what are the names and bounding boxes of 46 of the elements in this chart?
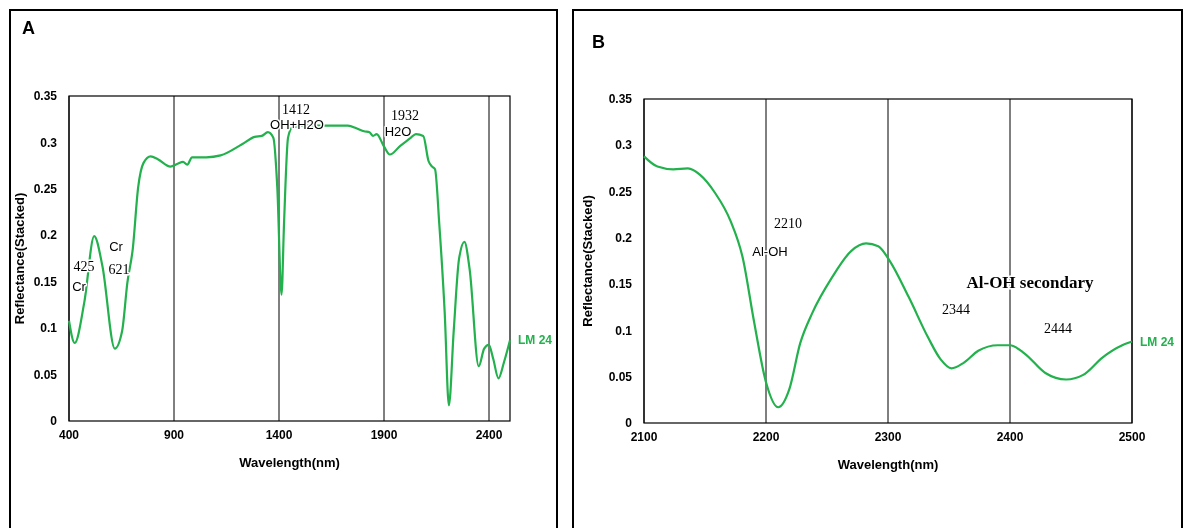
- annotation: 2344: [942, 301, 970, 317]
- y-tick-label: 0: [50, 414, 58, 429]
- line-series: [642, 155, 1134, 409]
- x-tick-label: 1400: [265, 428, 293, 442]
- annotation: 1412: [282, 101, 310, 117]
- y-tick-label: 0.1: [615, 323, 633, 338]
- x-axis-title: Wavelength(nm): [837, 457, 939, 472]
- x-tick-label: 900: [163, 428, 185, 442]
- x-tick-label: 2100: [630, 430, 658, 444]
- y-tick-label: 0.15: [33, 274, 58, 289]
- y-tick-label: 0.25: [33, 182, 58, 197]
- series-label: LM 24: [518, 333, 553, 348]
- y-tick-label: 0.05: [608, 369, 633, 384]
- chart-title: A: [22, 18, 35, 38]
- y-tick-label: 0.2: [40, 228, 58, 243]
- annotation: 2210: [774, 215, 802, 231]
- y-tick-label: 0.25: [608, 184, 633, 199]
- x-tick-label: 2200: [752, 430, 780, 444]
- annotation: Al-OH: [752, 243, 788, 259]
- y-tick-label: 0.15: [608, 277, 633, 292]
- y-tick-label: 0.35: [608, 92, 633, 107]
- y-tick-label: 0.2: [615, 231, 633, 246]
- annotation: H2O: [384, 123, 412, 139]
- annotation: Al-OH secondary: [966, 272, 1094, 292]
- y-axis-title: Reflectance(Stacked): [580, 195, 595, 327]
- x-tick-label: 1900: [370, 428, 398, 442]
- x-tick-label: 2400: [475, 428, 503, 442]
- y-tick-label: 0.3: [615, 138, 633, 153]
- annotation: Cr: [109, 238, 124, 254]
- y-axis-title: Reflectance(Stacked): [12, 192, 27, 325]
- x-tick-label: 2300: [874, 430, 902, 444]
- y-tick-label: 0.35: [33, 89, 58, 104]
- y-tick-label: 0: [625, 416, 633, 431]
- y-tick-label: 0.3: [40, 135, 58, 150]
- x-tick-label: 2400: [996, 430, 1024, 444]
- x-tick-label: 2500: [1118, 430, 1146, 444]
- annotation: 621: [108, 261, 130, 277]
- annotation: 1932: [391, 107, 419, 123]
- y-tick-label: 0.1: [40, 321, 58, 336]
- x-axis-title: Wavelength(nm): [239, 455, 340, 470]
- annotation: Cr: [72, 278, 87, 294]
- y-tick-label: 0.05: [33, 367, 58, 382]
- annotation: 2444: [1044, 320, 1072, 336]
- series-label: LM 24: [1140, 334, 1175, 349]
- x-tick-label: 400: [58, 428, 80, 442]
- chart-title: B: [592, 32, 605, 52]
